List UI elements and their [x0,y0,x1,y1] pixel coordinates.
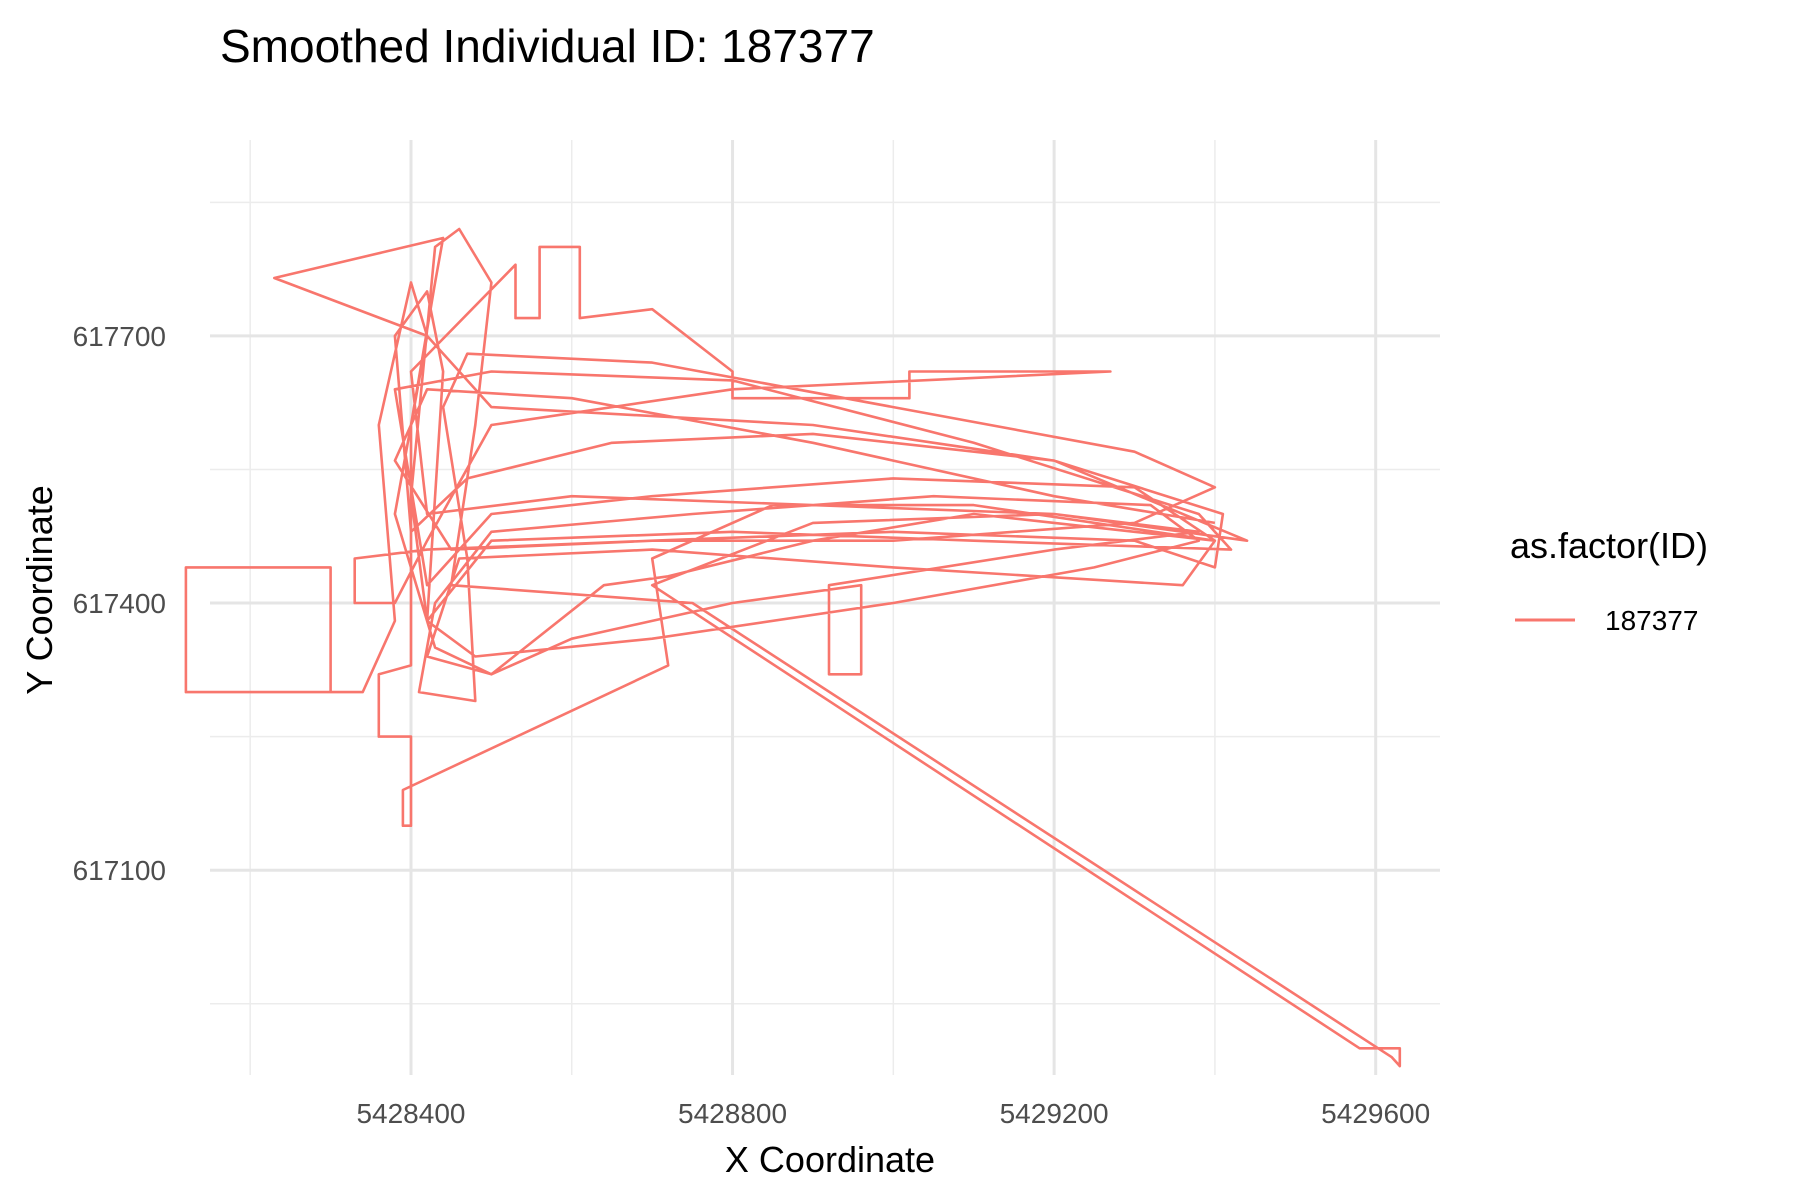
grid [210,140,1440,1075]
y-tick-label: 617400 [73,588,166,619]
legend: as.factor(ID) 187377 [1510,525,1708,636]
y-tick-label: 617700 [73,321,166,352]
x-tick-label: 5428800 [678,1098,787,1129]
y-tick-label: 617100 [73,855,166,886]
legend-label-187377: 187377 [1605,605,1698,636]
series-line-187377 [184,227,1402,1068]
legend-title: as.factor(ID) [1510,525,1708,566]
x-tick-label: 5429600 [1321,1098,1430,1129]
x-tick-label: 5429200 [1000,1098,1109,1129]
x-axis-title: X Coordinate [725,1139,935,1180]
y-axis-title: Y Coordinate [19,485,60,694]
plot-area [184,227,1402,1068]
x-tick-label: 5428400 [356,1098,465,1129]
tick-labels: 5428400 5428800 5429200 5429600 617100 617400… [73,321,1431,1129]
chart-title: Smoothed Individual ID: 187377 [220,20,875,72]
